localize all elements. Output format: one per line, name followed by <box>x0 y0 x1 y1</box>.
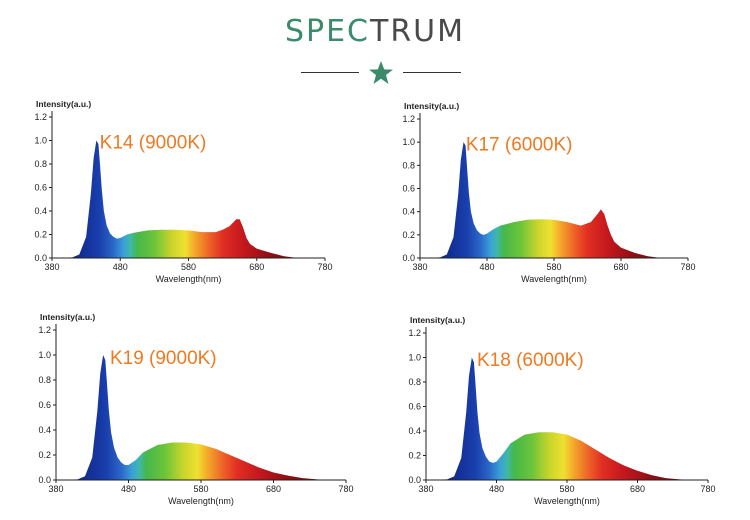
star-icon <box>369 61 393 84</box>
spectrum-area <box>56 355 332 480</box>
x-axis-label: Wavelength(nm) <box>534 496 600 506</box>
x-tick-label: 380 <box>48 484 63 494</box>
series-label: K18 (6000K) <box>477 350 584 371</box>
x-tick-label: 380 <box>418 484 433 494</box>
y-tick-label: 0.4 <box>402 207 415 217</box>
y-tick-label: 0.6 <box>34 183 47 193</box>
y-tick-label: 1.2 <box>402 114 415 124</box>
y-tick-label: 0.0 <box>38 475 51 485</box>
x-tick-label: 680 <box>613 262 628 272</box>
y-tick-label: 0.4 <box>34 206 47 216</box>
x-axis-label: Wavelength(nm) <box>521 274 587 284</box>
y-tick-label: 0.8 <box>38 375 51 385</box>
y-tick-label: 0.4 <box>408 426 421 436</box>
y-tick-label: 1.0 <box>408 353 421 363</box>
y-tick-label: 1.2 <box>408 328 421 338</box>
y-axis-label: Intensity(a.u.) <box>404 101 459 111</box>
spectrum-chart-k18: 0.0 0.2 0.4 0.6 0.8 1.0 1.2 380 480 580 680 780 Inte… <box>408 315 715 506</box>
x-tick-label: 780 <box>338 484 353 494</box>
y-tick-label: 0.6 <box>402 184 415 194</box>
title-part-2: TRUM <box>370 14 466 49</box>
y-tick-label: 0.2 <box>34 230 47 240</box>
x-tick-label: 580 <box>546 262 561 272</box>
x-tick-label: 580 <box>193 484 208 494</box>
title-part-1: SPEC <box>284 14 371 49</box>
spectrum-area <box>420 142 662 258</box>
y-tick-label: 1.0 <box>402 137 415 147</box>
x-tick-label: 380 <box>412 262 427 272</box>
x-axis-label: Wavelength(nm) <box>168 496 234 506</box>
y-tick-label: 1.2 <box>34 112 47 122</box>
spectrum-area <box>426 357 694 480</box>
y-tick-label: 0.0 <box>34 253 47 263</box>
y-tick-label: 1.2 <box>38 325 51 335</box>
x-tick-label: 480 <box>489 484 504 494</box>
y-tick-label: 0.4 <box>38 425 51 435</box>
x-tick-label: 480 <box>121 484 136 494</box>
series-label: K14 (9000K) <box>100 133 207 154</box>
spectrum-area <box>52 140 298 258</box>
x-tick-label: 780 <box>317 262 332 272</box>
series-label: K17 (6000K) <box>466 134 573 155</box>
spectrum-chart-k14: 0.0 0.2 0.4 0.6 0.8 1.0 1.2 380 480 580 680 780 Inte… <box>34 99 332 284</box>
y-tick-label: 0.2 <box>38 450 51 460</box>
y-axis-label: Intensity(a.u.) <box>410 315 465 325</box>
y-tick-label: 1.0 <box>38 350 51 360</box>
divider-line-left <box>301 72 359 73</box>
y-tick-label: 0.0 <box>408 475 421 485</box>
page-title: SPECTRUM <box>0 14 750 49</box>
y-tick-label: 0.2 <box>402 230 415 240</box>
x-axis-label: Wavelength(nm) <box>156 274 222 284</box>
y-axis-label: Intensity(a.u.) <box>40 312 95 322</box>
spectrum-chart-k17: 0.0 0.2 0.4 0.6 0.8 1.0 1.2 380 480 580 680 780 Inte… <box>402 101 695 284</box>
x-tick-label: 780 <box>680 262 695 272</box>
divider-line-right <box>403 72 461 73</box>
x-tick-label: 480 <box>479 262 494 272</box>
y-tick-label: 0.6 <box>408 402 421 412</box>
title-divider <box>0 61 750 89</box>
x-tick-label: 480 <box>113 262 128 272</box>
y-tick-label: 0.8 <box>408 377 421 387</box>
x-tick-label: 580 <box>559 484 574 494</box>
y-tick-label: 0.0 <box>402 253 415 263</box>
y-tick-label: 0.2 <box>408 451 421 461</box>
x-tick-label: 580 <box>181 262 196 272</box>
x-tick-label: 680 <box>266 484 281 494</box>
x-tick-label: 380 <box>44 262 59 272</box>
spectrum-chart-k19: 0.0 0.2 0.4 0.6 0.8 1.0 1.2 380 480 580 680 780 Inte… <box>38 312 353 506</box>
y-tick-label: 0.6 <box>38 400 51 410</box>
y-tick-label: 0.8 <box>34 159 47 169</box>
series-label: K19 (9000K) <box>110 348 217 369</box>
y-axis-label: Intensity(a.u.) <box>36 99 91 109</box>
x-tick-label: 680 <box>249 262 264 272</box>
y-tick-label: 1.0 <box>34 136 47 146</box>
x-tick-label: 780 <box>700 484 715 494</box>
x-tick-label: 680 <box>630 484 645 494</box>
y-tick-label: 0.8 <box>402 160 415 170</box>
